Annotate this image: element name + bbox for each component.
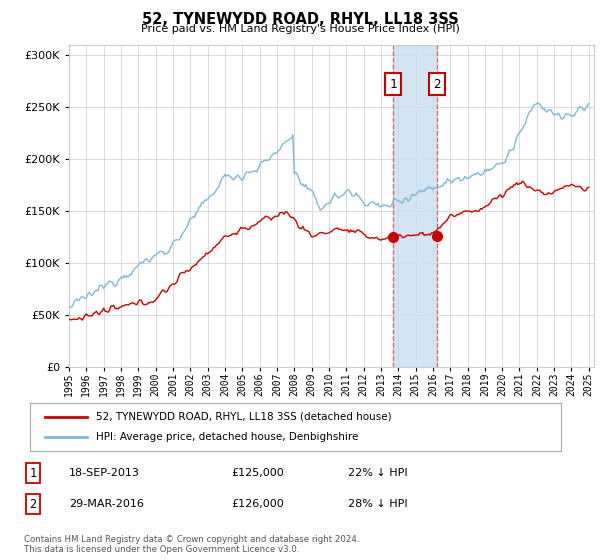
Text: £125,000: £125,000 <box>231 468 284 478</box>
Text: Contains HM Land Registry data © Crown copyright and database right 2024.
This d: Contains HM Land Registry data © Crown c… <box>24 535 359 554</box>
Text: 28% ↓ HPI: 28% ↓ HPI <box>348 499 407 509</box>
Text: 18-SEP-2013: 18-SEP-2013 <box>69 468 140 478</box>
Text: 29-MAR-2016: 29-MAR-2016 <box>69 499 144 509</box>
Text: 1: 1 <box>29 466 37 480</box>
Text: 2: 2 <box>29 497 37 511</box>
Text: 52, TYNEWYDD ROAD, RHYL, LL18 3SS (detached house): 52, TYNEWYDD ROAD, RHYL, LL18 3SS (detac… <box>96 412 392 422</box>
Text: 52, TYNEWYDD ROAD, RHYL, LL18 3SS: 52, TYNEWYDD ROAD, RHYL, LL18 3SS <box>142 12 458 27</box>
Text: 22% ↓ HPI: 22% ↓ HPI <box>348 468 407 478</box>
Text: Price paid vs. HM Land Registry's House Price Index (HPI): Price paid vs. HM Land Registry's House … <box>140 24 460 34</box>
Text: 2: 2 <box>433 78 441 91</box>
Bar <box>394 45 437 367</box>
Text: 1: 1 <box>389 78 397 91</box>
Text: HPI: Average price, detached house, Denbighshire: HPI: Average price, detached house, Denb… <box>96 432 358 442</box>
Text: £126,000: £126,000 <box>231 499 284 509</box>
